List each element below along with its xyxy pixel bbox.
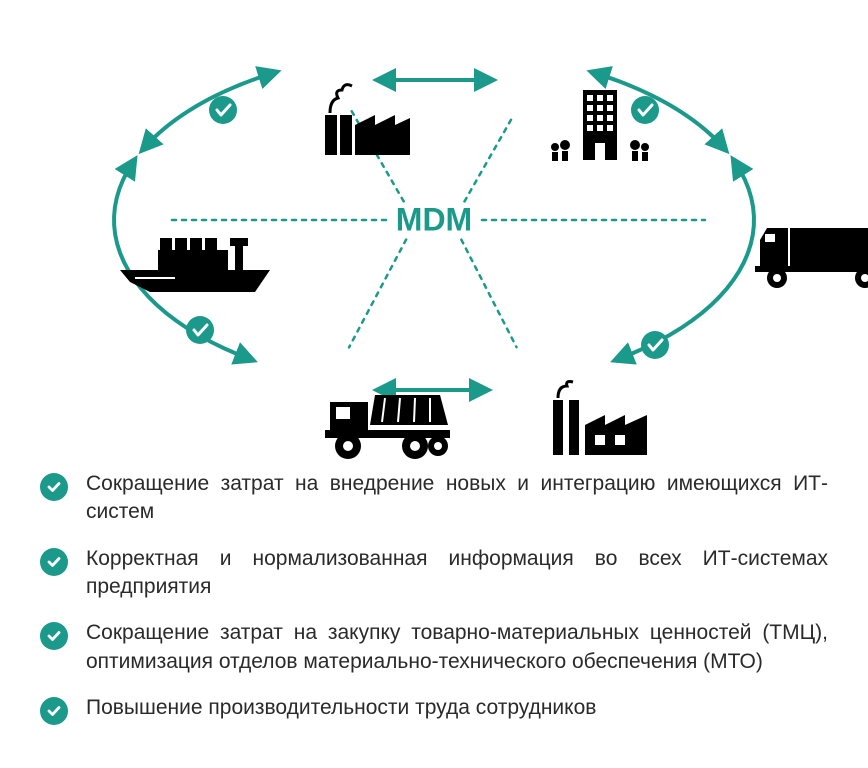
check-icon xyxy=(40,622,68,650)
bullet-item: Сокращение затрат на закупку товарно-мат… xyxy=(40,619,828,676)
check-icon xyxy=(40,548,68,576)
bullet-item: Повышение производительности труда сотру… xyxy=(40,694,828,725)
center-label: MDM xyxy=(396,202,472,239)
bullet-list: Сокращение затрат на внедрение новых и и… xyxy=(0,460,868,725)
bullet-text: Повышение производительности труда сотру… xyxy=(86,694,828,722)
mdm-diagram: MDM xyxy=(0,0,868,460)
bullet-item: Сокращение затрат на внедрение новых и и… xyxy=(40,470,828,527)
bullet-text: Корректная и нормализованная информация … xyxy=(86,545,828,602)
bullet-item: Корректная и нормализованная информация … xyxy=(40,545,828,602)
bullet-text: Сокращение затрат на внедрение новых и и… xyxy=(86,470,828,527)
check-icon xyxy=(40,473,68,501)
check-icon xyxy=(40,697,68,725)
bullet-text: Сокращение затрат на закупку товарно-мат… xyxy=(86,619,828,676)
